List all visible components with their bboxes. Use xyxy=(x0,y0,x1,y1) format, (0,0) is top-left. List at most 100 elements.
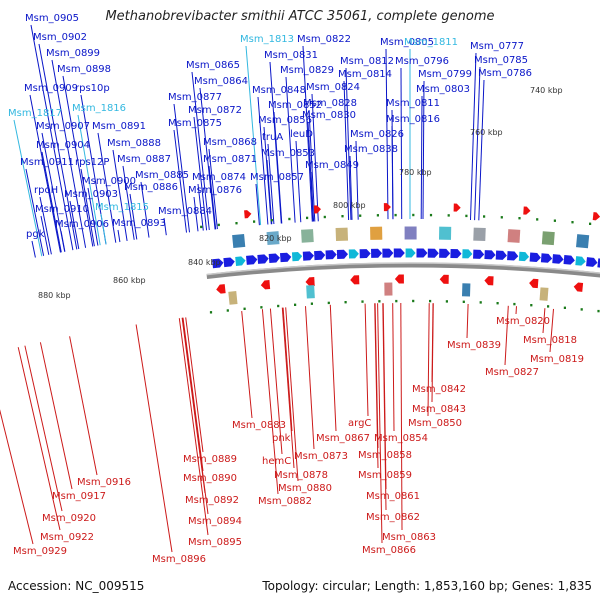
forward-gene-label: Msm_0856 xyxy=(258,115,312,126)
reverse-gene-label: argC xyxy=(348,418,371,429)
forward-feature-arrow xyxy=(314,250,326,261)
forward-gene-label: rps10p xyxy=(75,83,110,94)
tick-mark xyxy=(243,307,246,310)
forward-feature-arrow xyxy=(592,212,600,221)
forward-feature-arrow xyxy=(523,206,531,215)
forward-label-leader xyxy=(13,119,43,257)
forward-label-leader xyxy=(420,95,423,220)
forward-label-leader xyxy=(80,168,95,247)
scale-label: 740 kbp xyxy=(530,86,563,95)
tick-mark xyxy=(376,214,379,217)
forward-feature-arrow xyxy=(462,249,473,259)
tick-mark xyxy=(361,300,364,303)
reverse-label-leader xyxy=(431,303,434,403)
feature-block xyxy=(461,283,471,297)
forward-gene-label: Msm_0777 xyxy=(470,41,524,52)
tick-mark xyxy=(429,299,432,303)
accession-text: Accession: NC_009515 xyxy=(8,579,145,593)
forward-label-leader xyxy=(51,59,87,248)
forward-gene-label: Msm_0905 xyxy=(25,13,79,24)
forward-label-leader xyxy=(391,125,394,220)
feature-block xyxy=(438,226,452,240)
forward-label-leader xyxy=(193,196,199,232)
forward-gene-label: Msm_0900 xyxy=(82,176,136,187)
forward-label-leader xyxy=(197,183,204,231)
reverse-label-leader xyxy=(427,303,430,417)
reverse-gene-label: Msm_0819 xyxy=(530,354,584,365)
reverse-label-leader xyxy=(281,307,295,469)
tick-mark xyxy=(378,300,381,303)
feature-block xyxy=(539,287,549,301)
forward-feature-arrow xyxy=(540,253,553,263)
feature-block xyxy=(228,291,238,305)
tick-mark xyxy=(547,305,550,308)
forward-feature-arrow xyxy=(235,256,246,266)
reverse-label-leader xyxy=(135,324,173,553)
forward-gene-label: Msm_0865 xyxy=(186,60,240,71)
forward-gene-label: Msm_0877 xyxy=(168,92,222,103)
forward-label-leader xyxy=(40,215,50,255)
forward-gene-label: rps12P xyxy=(75,157,109,168)
tick-mark xyxy=(500,216,503,219)
forward-feature-arrow xyxy=(416,248,428,258)
forward-label-leader xyxy=(60,230,66,252)
tick-mark xyxy=(553,219,556,222)
forward-gene-label: Msm_0911 xyxy=(20,157,74,168)
forward-label-leader xyxy=(140,181,150,238)
forward-gene-label: Msm_0899 xyxy=(46,48,100,59)
tick-mark xyxy=(465,214,468,218)
forward-gene-label: Msm_0874 xyxy=(192,172,246,183)
forward-label-leader xyxy=(245,45,262,226)
forward-gene-label: Msm_0887 xyxy=(117,154,171,165)
forward-label-leader xyxy=(311,93,319,222)
tick-mark xyxy=(412,213,415,217)
reverse-gene-label: Msm_0842 xyxy=(412,384,466,395)
forward-gene-label: Msm_0799 xyxy=(418,69,472,80)
forward-gene-label: Msm_0891 xyxy=(92,121,146,132)
forward-label-leader xyxy=(400,67,403,220)
reverse-gene-label: Msm_0867 xyxy=(316,433,370,444)
tick-mark xyxy=(277,304,280,308)
map-title: Methanobrevibacter smithii ATCC 35061, c… xyxy=(105,9,495,24)
forward-gene-label: Msm_0902 xyxy=(33,32,87,43)
forward-gene-label: Msm_0828 xyxy=(303,98,357,109)
forward-gene-label: Msm_0864 xyxy=(194,76,248,87)
forward-gene-label: Msm_0811 xyxy=(386,98,440,109)
forward-gene-label: Msm_1815 xyxy=(95,202,149,213)
forward-label-leader xyxy=(308,109,316,222)
forward-feature-arrow xyxy=(212,258,224,269)
forward-gene-label: Msm_0853 xyxy=(261,148,315,159)
reverse-label-leader xyxy=(374,303,379,469)
forward-feature-arrow xyxy=(348,249,359,259)
forward-feature-arrow xyxy=(453,203,461,212)
reverse-gene-label: Msm_0863 xyxy=(382,532,436,543)
reverse-gene-label: Msm_0866 xyxy=(362,545,416,556)
forward-label-leader xyxy=(100,213,107,245)
reverse-label-leader xyxy=(364,303,369,417)
tick-mark xyxy=(530,304,533,307)
reverse-gene-label: Msm_0843 xyxy=(412,404,466,415)
reverse-label-leader xyxy=(39,342,73,490)
feature-block xyxy=(541,231,555,246)
forward-feature-arrow xyxy=(393,248,405,258)
reverse-gene-label: Msm_0922 xyxy=(40,532,94,543)
reverse-gene-label: Msm_0818 xyxy=(523,335,577,346)
scale-label: 760 kbp xyxy=(470,128,503,137)
forward-gene-label: leuD xyxy=(290,129,313,140)
reverse-label-leader xyxy=(377,303,383,544)
forward-label-leader xyxy=(285,76,296,223)
forward-gene-label: Msm_0812 xyxy=(340,56,394,67)
forward-label-leader xyxy=(87,187,99,246)
tick-mark xyxy=(496,302,499,305)
forward-label-leader xyxy=(173,129,187,233)
forward-gene-label: Msm_0848 xyxy=(252,85,306,96)
forward-gene-label: Msm_1811 xyxy=(404,37,458,48)
forward-label-leader xyxy=(69,200,80,250)
forward-feature-arrow xyxy=(268,253,280,263)
forward-label-leader xyxy=(77,114,101,246)
forward-gene-label: Msm_0796 xyxy=(395,56,449,67)
reverse-label-leader xyxy=(504,305,509,366)
forward-gene-label: Msm_1817 xyxy=(8,108,62,119)
forward-label-leader xyxy=(163,217,167,236)
tick-mark xyxy=(323,215,326,219)
